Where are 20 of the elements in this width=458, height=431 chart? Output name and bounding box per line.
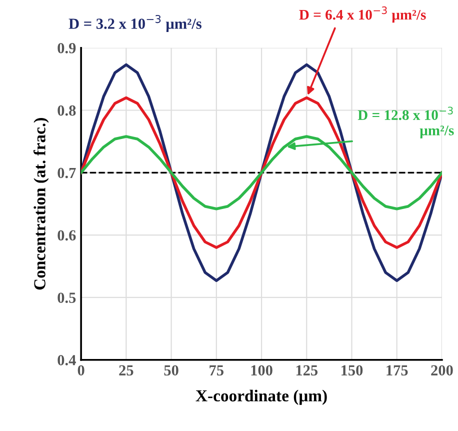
x-tick-label: 150 [342,365,363,376]
x-tick-label: 75 [210,365,224,376]
x-tick-label: 200 [431,365,453,376]
y-tick-label: 0.5 [58,292,76,303]
x-tick-label: 125 [296,365,318,376]
text: D = 3.2 x 10$^{−3}$ μm²/s [68,14,202,32]
x-axis-title: X-coordinate (μm) [196,390,327,405]
y-tick-label: 0.7 [58,168,76,178]
x-tick-label: 50 [164,365,178,376]
y-tick-label: 0.9 [58,42,76,54]
x-tick-label: 175 [386,365,408,376]
y-tick-label: 0.8 [58,105,76,116]
y-tick-label: 0.6 [58,230,76,241]
y-axis-title: Concentration (at. frac.) [33,118,49,290]
text: D = 6.4 x 10$^{−3}$ μm²/s [299,6,426,23]
y-tick-label: 0.4 [58,355,76,366]
series-label: D = 12.8 x 10$^{−3}$ μm²/s [358,106,454,138]
x-tick-label: 100 [251,365,272,376]
x-tick-label: 25 [119,365,134,376]
x-tick-label: 0 [78,365,84,376]
